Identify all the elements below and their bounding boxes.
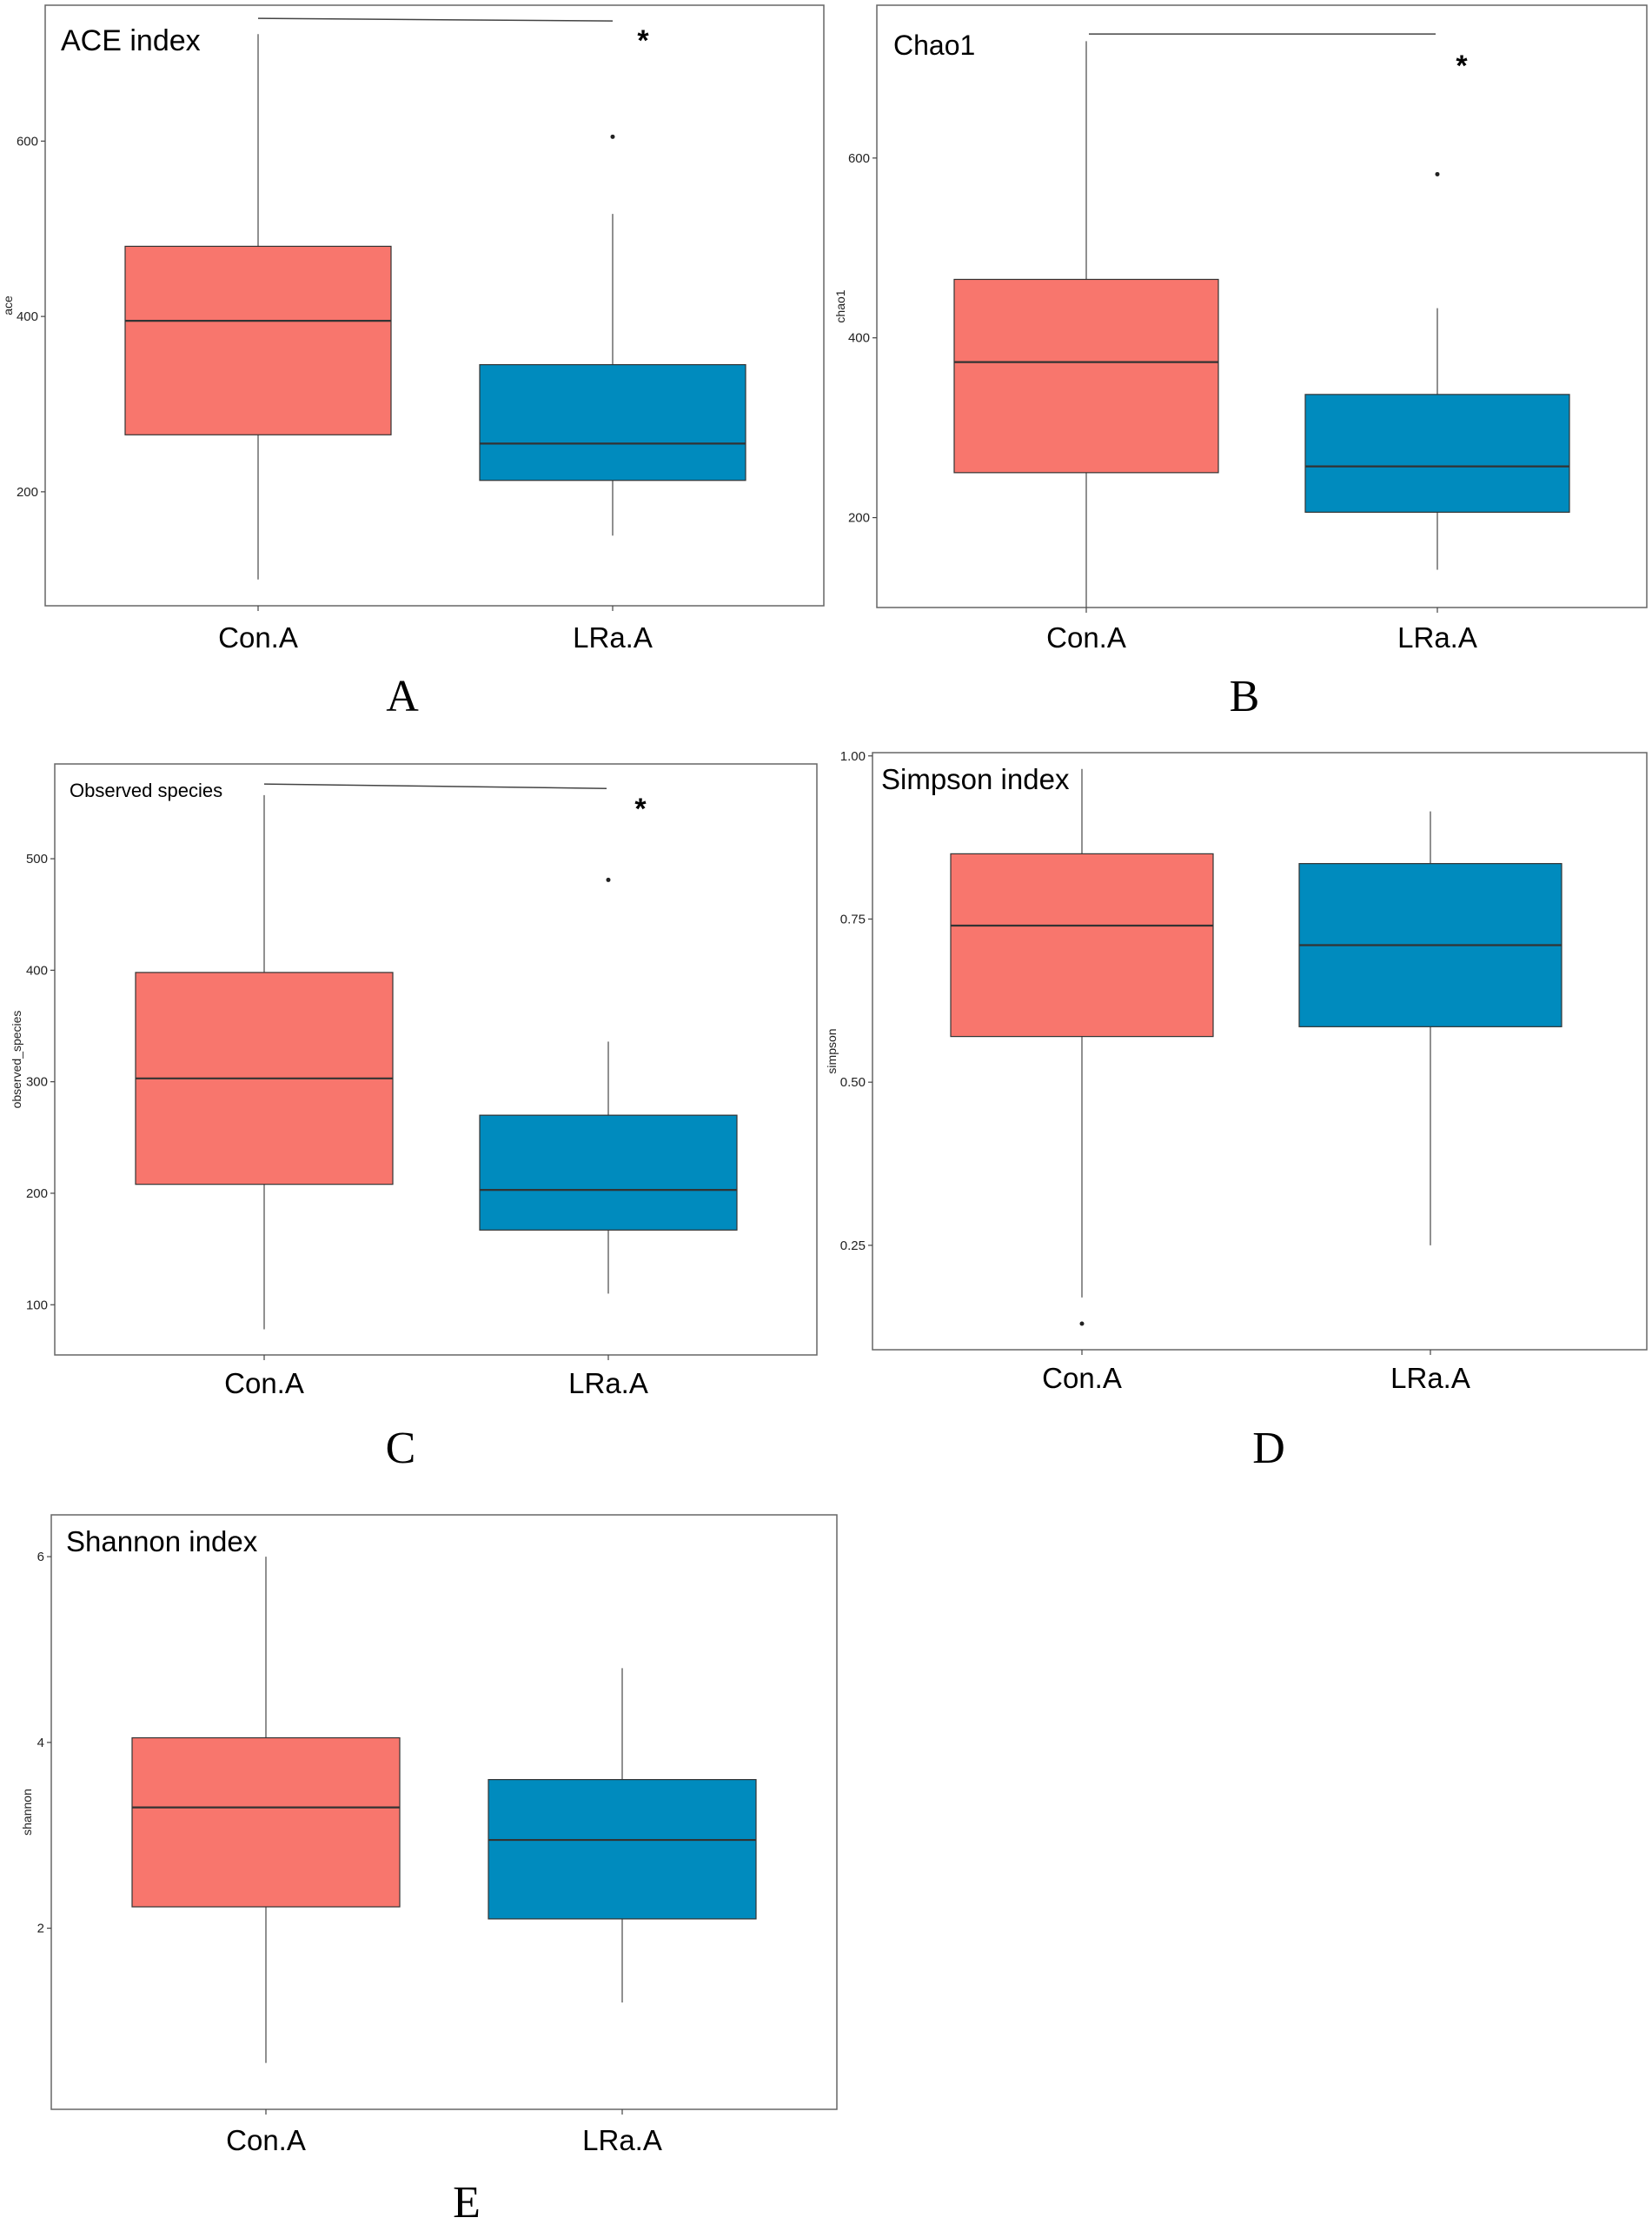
panel-e-frame — [50, 1514, 838, 2110]
panel-e-category-label: LRa.A — [582, 2124, 662, 2156]
panel-d-title: Simpson index — [881, 763, 1070, 795]
panel-e-category-label: Con.A — [226, 2124, 306, 2156]
panel-c-ytick-label: 400 — [26, 963, 48, 978]
panel-c-category-label: Con.A — [224, 1367, 304, 1399]
panel-e-ytick-label: 2 — [37, 1922, 44, 1936]
panel-a-significance-star: * — [637, 24, 649, 57]
panel-a-ytick-label: 400 — [17, 309, 38, 324]
panel-c-ytick-label: 500 — [26, 852, 48, 867]
panel-d-ytick-label: 0.75 — [840, 912, 866, 926]
panel-e-ytick-label: 4 — [37, 1736, 44, 1750]
panel-b-box-con-a — [953, 278, 1219, 474]
panel-b-category-label: LRa.A — [1397, 621, 1477, 654]
panel-a-letter: A — [386, 672, 419, 721]
panel-a-box-con-a — [124, 245, 392, 435]
panel-c-box-lra-a — [479, 1114, 738, 1231]
panel-d-ylabel: simpson — [825, 1028, 839, 1073]
panel-d-ytick-label: 0.25 — [840, 1238, 866, 1253]
panel-e-ytick-label: 6 — [37, 1550, 44, 1564]
panel-e-box-lra-a — [488, 1778, 757, 1920]
panel-a-frame — [44, 4, 825, 607]
panel-c-letter: C — [386, 1424, 416, 1473]
panel-a-title: ACE index — [61, 24, 201, 57]
panel-b-ylabel: chao1 — [833, 289, 847, 322]
panel-d-ytick-label: 0.50 — [840, 1075, 866, 1090]
panel-d-letter: D — [1252, 1424, 1285, 1473]
panel-c-ytick-label: 100 — [26, 1298, 48, 1312]
panel-e-ylabel: shannon — [20, 1789, 34, 1836]
panel-c-significance-star: * — [634, 793, 647, 826]
panel-b-category-label: Con.A — [1046, 621, 1126, 654]
panel-b-ytick-label: 600 — [848, 151, 870, 166]
panel-d-frame — [872, 752, 1648, 1351]
panel-a-box-lra-a — [479, 363, 746, 481]
panel-b-significance-star: * — [1456, 50, 1468, 83]
panel-a-category-label: LRa.A — [573, 621, 653, 654]
panel-a-ytick-label: 200 — [17, 485, 38, 500]
panel-c-ytick-label: 300 — [26, 1075, 48, 1090]
panel-b-ytick-label: 200 — [848, 511, 870, 526]
panel-b-frame — [876, 4, 1648, 608]
panel-a-ylabel: ace — [1, 295, 15, 315]
panel-b-title: Chao1 — [893, 30, 975, 61]
panel-e-letter: E — [453, 2178, 481, 2228]
panel-c-ytick-label: 200 — [26, 1186, 48, 1201]
panel-d-category-label: LRa.A — [1390, 1362, 1470, 1394]
panel-a-box-lra-a-outlier — [610, 134, 615, 139]
panel-c-title: Observed species — [70, 780, 222, 801]
panel-c-frame — [54, 763, 818, 1356]
panel-b-letter: B — [1230, 672, 1260, 721]
panel-e-title: Shannon index — [66, 1525, 258, 1557]
panel-c-ylabel: observed_species — [10, 1011, 23, 1109]
panel-b-box-lra-a-outlier — [1435, 171, 1440, 176]
panel-a-category-label: Con.A — [218, 621, 298, 654]
panel-b-ytick-label: 400 — [848, 331, 870, 346]
panel-d-box-con-a — [950, 853, 1214, 1038]
panel-e-box-con-a — [131, 1736, 401, 1908]
panel-c-category-label: LRa.A — [568, 1367, 648, 1399]
panel-c-box-lra-a-outlier — [606, 877, 611, 882]
panel-d-category-label: Con.A — [1042, 1362, 1122, 1394]
panel-a-ytick-label: 600 — [17, 134, 38, 149]
panel-c-significance-line — [263, 783, 607, 789]
panel-a-significance-line — [257, 17, 614, 22]
panel-d-box-con-a-outlier — [1079, 1321, 1085, 1326]
panel-b-box-lra-a — [1304, 394, 1570, 513]
panel-d-ytick-label: 1.00 — [840, 749, 866, 764]
